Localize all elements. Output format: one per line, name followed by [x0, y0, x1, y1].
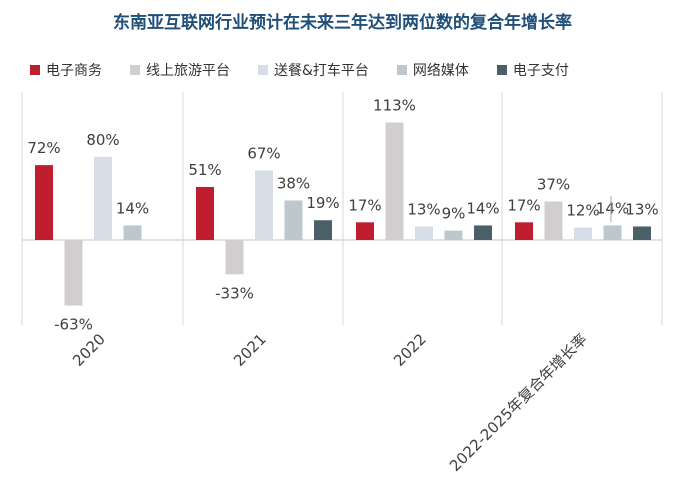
- data-label: 14%: [596, 199, 629, 217]
- data-label: 67%: [247, 144, 280, 162]
- bar: [603, 225, 622, 240]
- bar: [356, 222, 374, 240]
- bar: [255, 170, 273, 240]
- bar: [444, 230, 463, 240]
- data-label: 9%: [442, 205, 466, 223]
- legend-label: 电子商务: [46, 63, 102, 79]
- data-label: 51%: [188, 161, 221, 179]
- data-label: 14%: [116, 199, 149, 217]
- data-label: 113%: [373, 96, 416, 114]
- bar: [196, 186, 214, 240]
- data-label: 19%: [306, 194, 339, 212]
- legend-label: 送餐&打车平台: [274, 63, 369, 79]
- legend-item-online-travel: 线上旅游平台: [130, 60, 230, 80]
- data-label: 13%: [407, 200, 440, 218]
- data-label: -63%: [54, 316, 93, 334]
- bar: [35, 165, 53, 240]
- bar: [574, 227, 592, 240]
- data-label: 72%: [27, 139, 60, 157]
- category-label: 2020: [69, 330, 109, 370]
- chart-title: 东南亚互联网行业预计在未来三年达到两位数的复合年增长率: [113, 13, 572, 33]
- bar: [225, 240, 244, 275]
- legend-label: 网络媒体: [412, 63, 469, 79]
- bar: [544, 201, 563, 240]
- data-label: -33%: [215, 284, 254, 302]
- data-label: 38%: [277, 174, 310, 192]
- data-label: 14%: [466, 199, 499, 217]
- category-label: 2022: [390, 330, 430, 370]
- legend-item-ecommerce: 电子商务: [30, 60, 102, 80]
- bar: [633, 226, 651, 240]
- data-label: 13%: [625, 200, 658, 218]
- bar: [415, 226, 433, 240]
- legend-item-digital-payment: 电子支付: [496, 60, 569, 80]
- legend-swatch: [258, 65, 268, 75]
- legend-swatch: [396, 65, 407, 75]
- bar: [64, 240, 83, 306]
- bar: [515, 222, 533, 240]
- legend-swatch: [130, 65, 140, 75]
- legend-swatch: [496, 65, 507, 75]
- bar: [94, 156, 112, 240]
- legend-item-online-media: 网络媒体: [396, 60, 469, 80]
- legend: 电子商务 线上旅游平台 送餐&打车平台 网络媒体 电子支付: [30, 60, 569, 80]
- bar: [314, 220, 332, 240]
- bar: [123, 225, 142, 240]
- legend-item-food-ride: 送餐&打车平台: [258, 60, 369, 80]
- category-label: 2021: [230, 330, 270, 370]
- data-label: 37%: [537, 176, 570, 194]
- legend-label: 线上旅游平台: [146, 63, 230, 79]
- bar: [474, 225, 492, 240]
- bar: [284, 200, 303, 240]
- data-label: 17%: [348, 196, 381, 214]
- legend-swatch: [30, 65, 40, 75]
- data-label: 12%: [566, 202, 599, 220]
- data-label: 80%: [86, 131, 119, 149]
- data-label: 17%: [507, 196, 540, 214]
- bar: [385, 122, 404, 240]
- category-label: 2022-2025年复合年增长率: [446, 330, 591, 475]
- legend-label: 电子支付: [512, 63, 569, 79]
